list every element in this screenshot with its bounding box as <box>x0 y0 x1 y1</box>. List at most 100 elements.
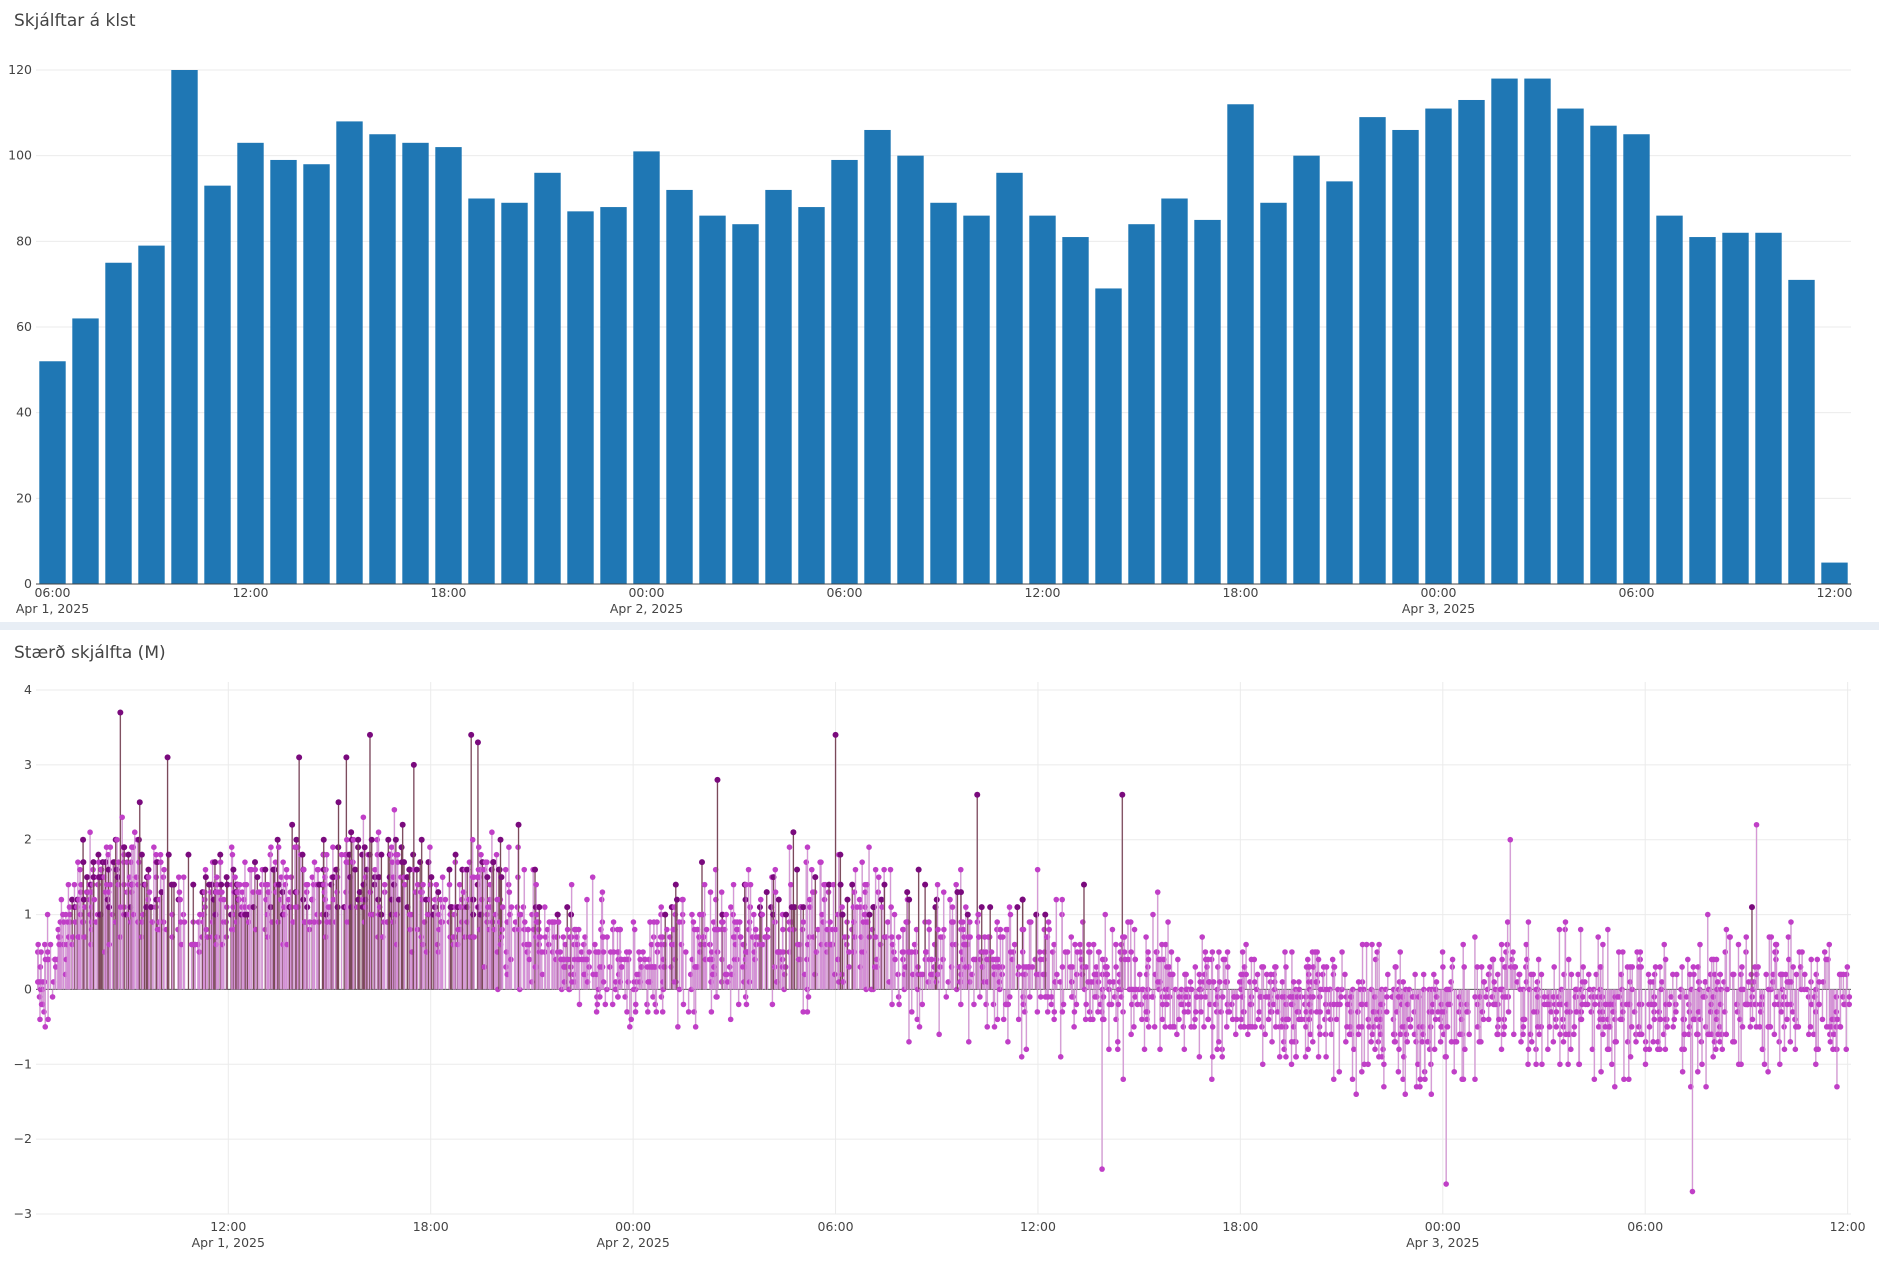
chart2-event-point <box>378 851 385 858</box>
chart2-event-point <box>87 829 93 836</box>
chart2-event-point <box>236 896 242 903</box>
chart2-event-point <box>37 1016 43 1023</box>
chart2-event-point <box>508 956 514 963</box>
chart2-event-point <box>701 881 708 888</box>
chart2-event-point <box>306 919 313 925</box>
chart2-event-point <box>389 859 396 865</box>
chart2-event-point <box>626 949 633 955</box>
chart2-event-point <box>780 949 787 955</box>
chart2-event-point <box>582 934 588 940</box>
chart2-event-point <box>708 1009 715 1015</box>
chart1-bar <box>864 129 891 584</box>
chart2-event-point <box>175 874 182 880</box>
chart2-event-point <box>799 926 806 933</box>
chart1-bar <box>765 189 792 584</box>
chart2-event-point <box>454 941 461 948</box>
chart2-event-point <box>708 979 714 985</box>
chart2-event-point <box>689 911 695 918</box>
chart2-event-point <box>764 926 771 933</box>
chart2-event-point <box>147 904 154 911</box>
chart2-event-point <box>38 949 44 955</box>
chart1-bar <box>303 164 330 584</box>
chart2-event-point <box>475 844 482 850</box>
chart2-event-point <box>703 926 710 933</box>
chart2-event-point <box>229 851 236 858</box>
chart2-event-point <box>136 799 143 806</box>
chart2-event-point <box>217 859 224 865</box>
chart2-event-point <box>654 919 660 925</box>
chart2-event-point <box>600 949 607 955</box>
chart2-event-point <box>107 844 114 850</box>
chart2-event-point <box>604 986 610 993</box>
chart2-event-point <box>683 949 689 955</box>
chart2-event-point <box>408 911 414 918</box>
chart1-bar <box>567 211 594 584</box>
chart2-event-point <box>252 859 259 866</box>
chart2-event-point <box>334 874 341 880</box>
chart1-bar <box>1029 215 1056 584</box>
chart2-event-point <box>374 836 380 843</box>
chart1-bar <box>1689 237 1716 585</box>
chart1-bar <box>171 70 198 584</box>
chart2-event-point <box>385 836 392 843</box>
chart2-event-point <box>323 911 330 918</box>
chart2-event-point <box>652 1001 659 1008</box>
chart2-event-point <box>756 904 763 911</box>
chart2-event-point <box>557 949 564 955</box>
chart2-event-point <box>658 904 665 910</box>
chart2-event-point <box>232 874 238 880</box>
chart2-event-point <box>593 1009 600 1015</box>
chart2-event-point <box>37 964 44 970</box>
chart2-event-point <box>542 934 549 940</box>
chart2-event-point <box>698 859 705 866</box>
chart2-event-point <box>446 881 453 888</box>
chart2-event-point <box>228 844 235 850</box>
chart2-event-point <box>520 904 527 910</box>
chart2-event-point <box>694 926 701 933</box>
chart2-event-point <box>219 889 225 895</box>
chart2-event-point <box>295 904 301 910</box>
chart2-event-point <box>536 904 543 911</box>
chart2-event-point <box>707 889 714 895</box>
chart2-event-point <box>153 874 160 880</box>
chart2-event-point <box>274 836 281 843</box>
chart2-event-point <box>697 949 703 955</box>
chart2-event-point <box>278 874 285 880</box>
chart1-y-tick-label: 60 <box>16 319 32 334</box>
chart2-event-point <box>598 896 605 903</box>
chart1-x-tick-label: 00:00 <box>628 585 664 600</box>
chart2-event-point <box>97 911 104 918</box>
chart2-event-point <box>506 889 513 895</box>
chart2-event-point <box>427 844 433 850</box>
chart1-bar <box>39 361 66 584</box>
chart2-event-point <box>560 934 567 940</box>
chart2-event-point <box>387 851 394 858</box>
chart2-event-point <box>539 971 546 978</box>
chart2-event-point <box>185 851 192 858</box>
chart2-event-point <box>366 731 373 738</box>
chart2-event-point <box>742 896 749 903</box>
chart2-event-point <box>195 919 202 925</box>
chart2-event-point <box>658 994 665 1000</box>
chart2-event-point <box>564 904 571 911</box>
chart2-event-point <box>807 904 813 910</box>
chart1-bar <box>1722 232 1749 584</box>
chart2-event-point <box>575 926 582 933</box>
chart2-event-point <box>77 866 83 873</box>
chart1-bar <box>1161 198 1188 584</box>
chart2-event-point <box>718 889 725 895</box>
chart2-event-point <box>642 956 648 963</box>
chart2-event-point <box>714 994 720 1000</box>
chart2-event-point <box>619 964 625 970</box>
chart2-event-point <box>223 874 230 881</box>
chart2-event-point <box>672 881 679 888</box>
chart2-event-point <box>735 1001 742 1008</box>
chart2-event-point <box>413 866 420 873</box>
chart2-event-point <box>551 919 558 925</box>
chart2-event-point <box>736 919 743 925</box>
chart2-event-point <box>330 874 337 881</box>
chart2-event-point <box>213 941 220 948</box>
chart2-event-point <box>71 881 78 888</box>
chart2-event-point <box>178 941 185 948</box>
chart2-event-point <box>645 1009 651 1015</box>
